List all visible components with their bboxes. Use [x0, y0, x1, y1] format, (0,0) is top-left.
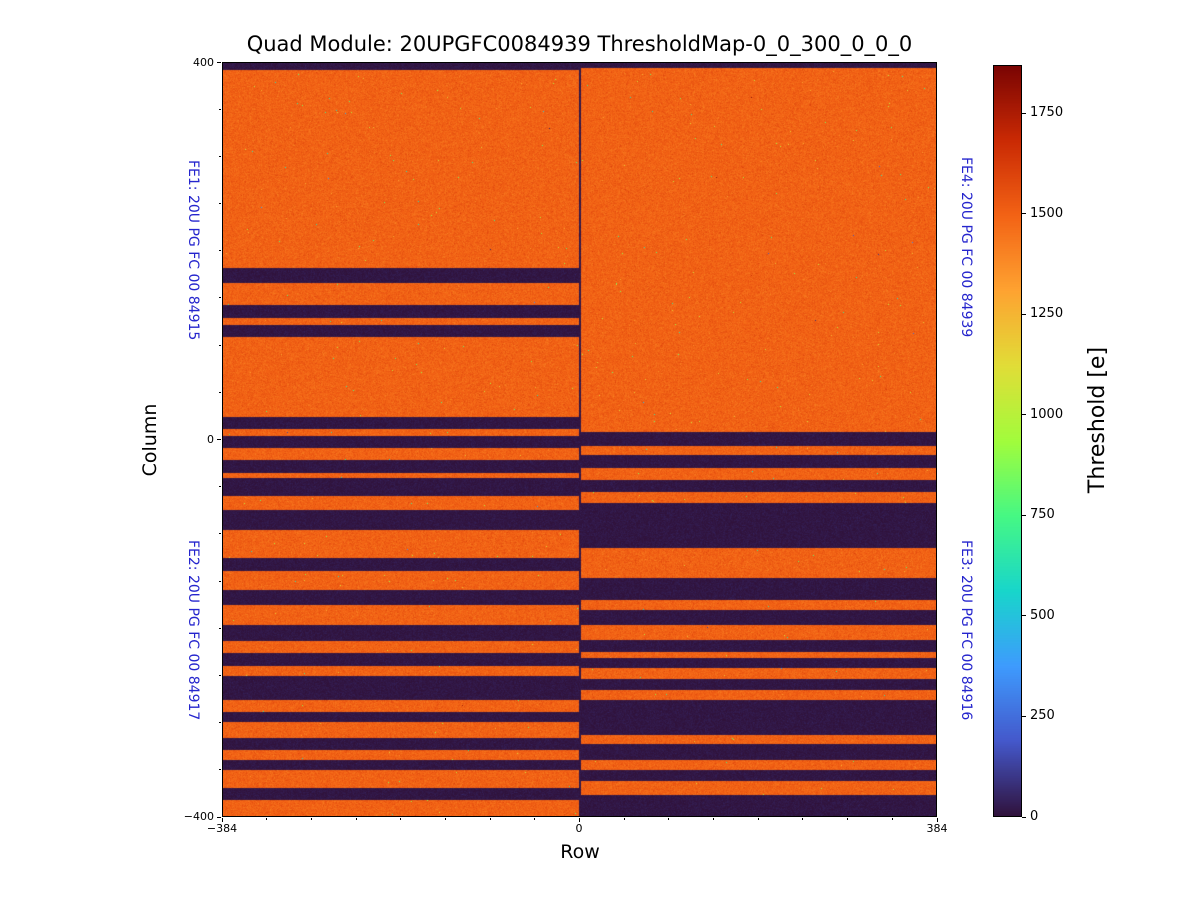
x-tick-mark: [222, 818, 223, 822]
colorbar-tick-mark: [1022, 716, 1026, 717]
colorbar: [993, 65, 1022, 817]
colorbar-canvas: [993, 65, 1022, 817]
colorbar-tick-label: 1250: [1030, 306, 1074, 322]
y-minor-tick-mark: [219, 628, 221, 629]
y-minor-tick-mark: [219, 581, 221, 582]
y-minor-tick-mark: [219, 392, 221, 393]
y-tick-mark: [217, 817, 221, 818]
colorbar-tick-mark: [1022, 515, 1026, 516]
x-minor-tick-mark: [534, 818, 535, 820]
x-axis-label: Row: [430, 841, 730, 863]
colorbar-tick-label: 500: [1030, 608, 1074, 624]
fe3-chip-label: FE3: 20U PG FC 00 84916: [956, 510, 976, 750]
y-minor-tick-mark: [219, 109, 221, 110]
colorbar-tick-label: 1750: [1030, 105, 1074, 121]
y-minor-tick-mark: [219, 297, 221, 298]
colorbar-tick-label: 750: [1030, 507, 1074, 523]
x-tick-label: 384: [909, 822, 965, 835]
colorbar-tick-mark: [1022, 817, 1026, 818]
y-minor-tick-mark: [219, 345, 221, 346]
x-tick-mark: [579, 818, 580, 822]
x-minor-tick-mark: [445, 818, 446, 820]
plot-title: Quad Module: 20UPGFC0084939 ThresholdMap…: [222, 32, 937, 56]
y-minor-tick-mark: [219, 486, 221, 487]
x-minor-tick-mark: [266, 818, 267, 820]
y-minor-tick-mark: [219, 675, 221, 676]
fe2-chip-label: FE2: 20U PG FC 00 84917: [183, 510, 203, 750]
colorbar-label: Threshold [e]: [1083, 270, 1113, 570]
y-tick-label: 400: [166, 56, 214, 69]
x-minor-tick-mark: [400, 818, 401, 820]
y-tick-label: 0: [166, 433, 214, 446]
y-minor-tick-mark: [219, 722, 221, 723]
x-tick-label: 0: [551, 822, 607, 835]
colorbar-tick-mark: [1022, 213, 1026, 214]
x-minor-tick-mark: [758, 818, 759, 820]
y-axis-label: Column: [135, 290, 165, 590]
colorbar-tick-mark: [1022, 314, 1026, 315]
colorbar-tick-label: 250: [1030, 708, 1074, 724]
x-tick-label: −384: [194, 822, 250, 835]
y-minor-tick-mark: [219, 533, 221, 534]
colorbar-tick-mark: [1022, 615, 1026, 616]
x-minor-tick-mark: [713, 818, 714, 820]
colorbar-tick-label: 1500: [1030, 206, 1074, 222]
x-tick-mark: [937, 818, 938, 822]
x-minor-tick-mark: [892, 818, 893, 820]
y-minor-tick-mark: [219, 203, 221, 204]
y-minor-tick-mark: [219, 250, 221, 251]
x-minor-tick-mark: [490, 818, 491, 820]
x-minor-tick-mark: [802, 818, 803, 820]
y-minor-tick-mark: [219, 769, 221, 770]
x-minor-tick-mark: [668, 818, 669, 820]
x-minor-tick-mark: [311, 818, 312, 820]
colorbar-tick-mark: [1022, 414, 1026, 415]
y-tick-mark: [217, 439, 221, 440]
heatmap-canvas: [222, 62, 937, 817]
x-minor-tick-mark: [847, 818, 848, 820]
x-minor-tick-mark: [356, 818, 357, 820]
colorbar-tick-mark: [1022, 113, 1026, 114]
fe4-chip-label: FE4: 20U PG FC 00 84939: [956, 132, 976, 362]
y-tick-mark: [217, 62, 221, 63]
y-minor-tick-mark: [219, 156, 221, 157]
heatmap-plot: [222, 62, 937, 817]
y-tick-label: −400: [166, 810, 214, 823]
fe1-chip-label: FE1: 20U PG FC 00 84915: [183, 136, 203, 364]
colorbar-tick-label: 1000: [1030, 407, 1074, 423]
colorbar-tick-label: 0: [1030, 809, 1074, 825]
figure: Quad Module: 20UPGFC0084939 ThresholdMap…: [0, 0, 1200, 900]
x-minor-tick-mark: [624, 818, 625, 820]
